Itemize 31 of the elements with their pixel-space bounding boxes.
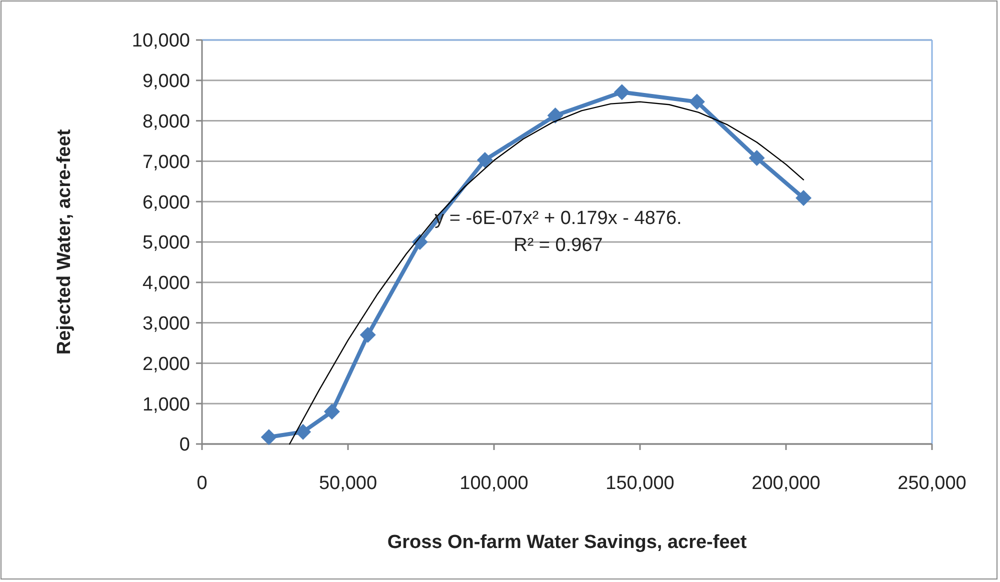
point [547,108,564,124]
x-tick-label: 250,000 [898,473,966,494]
y-tick-label: 1,000 [142,394,190,416]
point [614,84,630,100]
point [260,429,277,446]
point [360,326,376,343]
annotation: y = -6E-07x² + 0.179x - 4876. [434,208,682,229]
y-tick-label: 2,000 [142,354,190,375]
point [476,152,493,168]
y-tick-label: 7,000 [142,152,190,173]
y-tick-label: 4,000 [142,273,190,294]
point [295,424,312,440]
y-axis-title: Rejected Water, acre-feet [54,128,75,355]
y-tick-label: 3,000 [142,313,190,334]
y-tick-label: 6,000 [142,192,190,214]
y-tick-label: 8,000 [142,111,190,132]
y-tick-label: 9,000 [142,71,190,92]
y-tick-label: 5,000 [142,232,190,254]
y-tick-label: 10,000 [132,30,190,52]
x-tick-label: 100,000 [460,473,528,494]
x-tick-label: 0 [196,473,208,494]
x-axis-title: Gross On-farm Water Savings, acre-feet [387,532,748,553]
x-tick-label: 200,000 [752,473,820,494]
x-tick-label: 150,000 [606,473,674,494]
y-tick-label: 0 [179,434,190,456]
x-tick-label: 50,000 [318,473,378,494]
point [796,190,812,206]
point [324,404,340,420]
point [748,150,765,166]
point [688,94,705,110]
annotation: R² = 0.967 [514,234,603,256]
